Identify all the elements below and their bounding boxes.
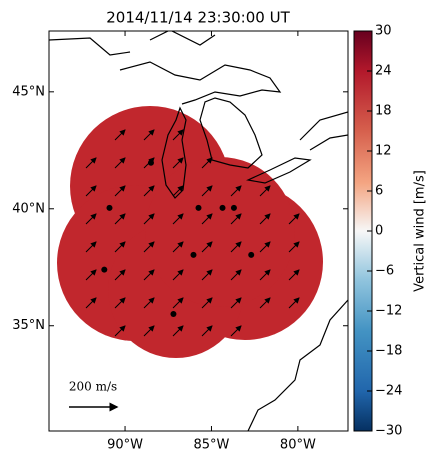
wind-vector xyxy=(201,241,213,253)
wind-vector xyxy=(259,241,271,253)
ontario-shore xyxy=(299,111,348,151)
wind-vector xyxy=(172,297,184,309)
wind-vector xyxy=(143,297,155,309)
wind-vector xyxy=(201,297,213,309)
wind-vector xyxy=(143,213,155,225)
wind-vector xyxy=(85,241,97,253)
wind-vector xyxy=(230,185,242,197)
wind-vector xyxy=(201,269,213,281)
chart-title: 2014/11/14 23:30:00 UT xyxy=(106,9,290,27)
wind-vector xyxy=(143,269,155,281)
wind-vector xyxy=(172,269,184,281)
wind-vector xyxy=(114,297,126,309)
radar-site xyxy=(195,204,202,211)
lake-erie xyxy=(245,157,312,184)
wind-vector xyxy=(172,325,184,337)
wind-vector xyxy=(288,297,300,309)
x-tick-label: 80°W xyxy=(280,438,316,453)
colorbar-tick-label: 0 xyxy=(375,224,383,239)
upper-peninsula xyxy=(119,61,282,105)
radar-site xyxy=(170,311,177,318)
lake-michigan xyxy=(161,106,187,199)
scale-label: 200 m/s xyxy=(69,380,117,394)
wind-vector xyxy=(114,185,126,197)
wind-vector xyxy=(85,269,97,281)
colorbar-tick-label: −6 xyxy=(375,264,394,279)
colorbar-tick-label: 24 xyxy=(375,64,392,79)
wind-vector xyxy=(259,185,271,197)
wind-vector xyxy=(114,157,126,169)
radar-site xyxy=(147,159,154,166)
wind-vector xyxy=(230,213,242,225)
wind-vector xyxy=(201,325,213,337)
colorbar-tick-label: 12 xyxy=(375,144,392,159)
wind-vector xyxy=(143,241,155,253)
wind-vector xyxy=(172,241,184,253)
wind-vector xyxy=(230,297,242,309)
wind-vector xyxy=(85,157,97,169)
wind-vector xyxy=(85,297,97,309)
wind-vector xyxy=(172,129,184,141)
wind-vector xyxy=(143,129,155,141)
coastlines xyxy=(49,31,348,431)
wind-vector xyxy=(172,213,184,225)
radar-site xyxy=(230,204,237,211)
colorbar-tick-label: −18 xyxy=(375,344,402,359)
wind-vector xyxy=(288,269,300,281)
wind-vector xyxy=(143,185,155,197)
wind-vector xyxy=(201,157,213,169)
wind-vector xyxy=(172,157,184,169)
y-tick-label: 35°N xyxy=(12,318,45,333)
y-tick-label: 45°N xyxy=(12,84,45,99)
radar-site xyxy=(101,266,108,273)
wind-vector xyxy=(230,269,242,281)
wind-vector xyxy=(114,325,126,337)
wind-vector xyxy=(172,185,184,197)
superior-shore xyxy=(49,31,216,56)
wind-vector xyxy=(230,325,242,337)
wind-vector xyxy=(114,241,126,253)
wind-vector xyxy=(288,241,300,253)
radar-site xyxy=(219,204,226,211)
wind-vector xyxy=(114,129,126,141)
wind-vector xyxy=(143,325,155,337)
wind-vector xyxy=(288,213,300,225)
wind-vector xyxy=(201,185,213,197)
wind-vector xyxy=(230,241,242,253)
wind-vector xyxy=(259,269,271,281)
wind-vector xyxy=(259,213,271,225)
map-frame xyxy=(48,30,349,432)
colorbar-tick-label: −24 xyxy=(375,384,402,399)
colorbar-label: Vertical wind [m/s] xyxy=(413,170,428,292)
y-tick-label: 40°N xyxy=(12,201,45,216)
colorbar-tick-label: −12 xyxy=(375,304,402,319)
lake-huron-shore xyxy=(199,97,263,169)
wind-vector xyxy=(85,185,97,197)
wind-vector xyxy=(259,297,271,309)
radar-site xyxy=(248,251,255,258)
wind-vector xyxy=(114,269,126,281)
radar-site xyxy=(106,204,113,211)
x-tick-label: 90°W xyxy=(107,438,143,453)
colorbar-tick-label: 30 xyxy=(375,24,392,39)
colorbar-tick-label: 18 xyxy=(375,104,392,119)
colorbar-tick-label: 6 xyxy=(375,184,383,199)
wind-vector xyxy=(201,213,213,225)
x-tick-label: 85°W xyxy=(194,438,230,453)
wind-vector xyxy=(85,213,97,225)
colorbar-tick-label: −30 xyxy=(375,424,402,439)
wind-field xyxy=(57,106,323,358)
radar-site xyxy=(190,251,197,258)
wind-vector xyxy=(114,213,126,225)
atlantic-shore xyxy=(247,299,348,431)
